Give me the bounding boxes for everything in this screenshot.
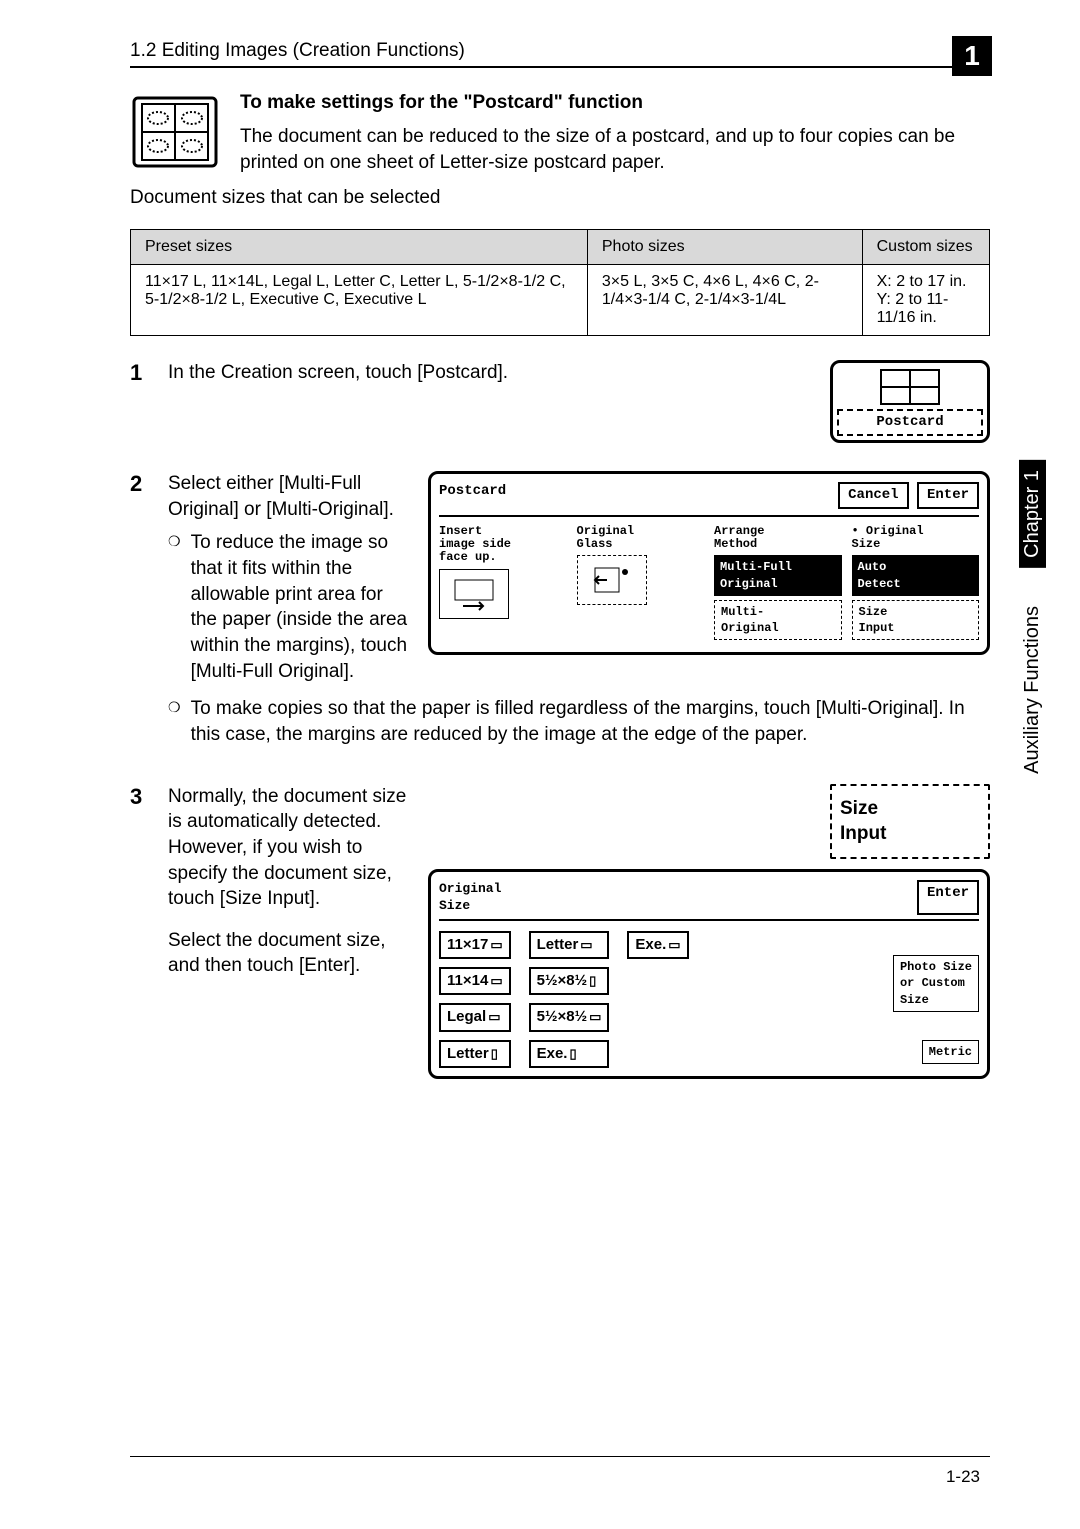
footer-page: 1-23 [946,1467,980,1487]
cancel-button[interactable]: Cancel [838,482,908,509]
size-letter-p[interactable]: Letter▯ [439,1040,511,1068]
step2-text: Select either [Multi-Full Original] or [… [168,471,408,522]
panel-title: Postcard [439,482,506,501]
orig-size-title: Original Size [439,880,501,915]
insert-label: Insert image side face up. [439,525,567,565]
screen-postcard-button[interactable]: Postcard [830,360,990,443]
side-tab-section: Auxiliary Functions [1019,596,1046,784]
postcard-icon [130,92,220,172]
size-half-l[interactable]: 5½×8½▭ [529,1003,610,1031]
metric-button[interactable]: Metric [922,1040,979,1064]
enter-button[interactable]: Enter [917,482,979,509]
size-11x17[interactable]: 11×17▭ [439,931,511,959]
step2-num: 2 [130,471,154,755]
step1-num: 1 [130,360,154,443]
multi-orig-button[interactable]: Multi- Original [714,600,842,640]
step2-bullet2: To make copies so that the paper is fill… [191,696,990,747]
th-preset: Preset sizes [131,230,588,265]
step2-bullet1: To reduce the image so that it fits with… [191,530,408,684]
size-exe-p[interactable]: Exe.▯ [529,1040,610,1068]
size-legal[interactable]: Legal▭ [439,1003,511,1031]
subheading: Document sizes that can be selected [130,187,990,209]
multi-full-button[interactable]: Multi-Full Original [714,555,842,595]
td-custom: X: 2 to 17 in. Y: 2 to 11-11/16 in. [862,265,989,336]
footer-line [130,1456,990,1457]
intro-body: The document can be reduced to the size … [240,124,990,175]
auto-detect-button[interactable]: Auto Detect [852,555,980,595]
th-photo: Photo sizes [587,230,862,265]
size-letter-l[interactable]: Letter▭ [529,931,610,959]
glass-icon [577,555,647,605]
orig-size-label: • Original Size [852,525,980,551]
step3-text1: Normally, the document size is automatic… [168,784,408,912]
chapter-badge: 1 [952,36,992,76]
step3-num: 3 [130,784,154,1079]
td-photo: 3×5 L, 3×5 C, 4×6 L, 4×6 C, 2-1/4×3-1/4 … [587,265,862,336]
page-header: 1.2 Editing Images (Creation Functions) [130,40,465,62]
photo-custom-button[interactable]: Photo Size or Custom Size [893,955,979,1012]
screen-orig-size-panel: Original Size Enter 11×17▭ 11×14▭ Legal▭… [428,869,990,1079]
th-custom: Custom sizes [862,230,989,265]
screen-size-input-button[interactable]: Size Input [830,784,990,859]
orig-size-enter[interactable]: Enter [917,880,979,915]
size-exe-l[interactable]: Exe.▭ [627,931,688,959]
size-half-p[interactable]: 5½×8½▯ [529,967,610,995]
td-preset: 11×17 L, 11×14L, Legal L, Letter C, Lett… [131,265,588,336]
size-input-button[interactable]: Size Input [852,600,980,640]
insert-icon [439,569,509,619]
arrange-label: Arrange Method [714,525,842,551]
size-11x14[interactable]: 11×14▭ [439,967,511,995]
sizes-table: Preset sizes Photo sizes Custom sizes 11… [130,229,990,336]
postcard-grid-icon [880,369,940,405]
postcard-label: Postcard [837,409,983,436]
step1-text: In the Creation screen, touch [Postcard]… [168,360,800,443]
intro-heading: To make settings for the "Postcard" func… [240,92,990,114]
step3-text2: Select the document size, and then touch… [168,928,408,979]
glass-label: Original Glass [577,525,705,551]
side-tab-chapter: Chapter 1 [1019,460,1046,568]
screen-postcard-panel: Postcard Cancel Enter Insert image side … [428,471,990,655]
